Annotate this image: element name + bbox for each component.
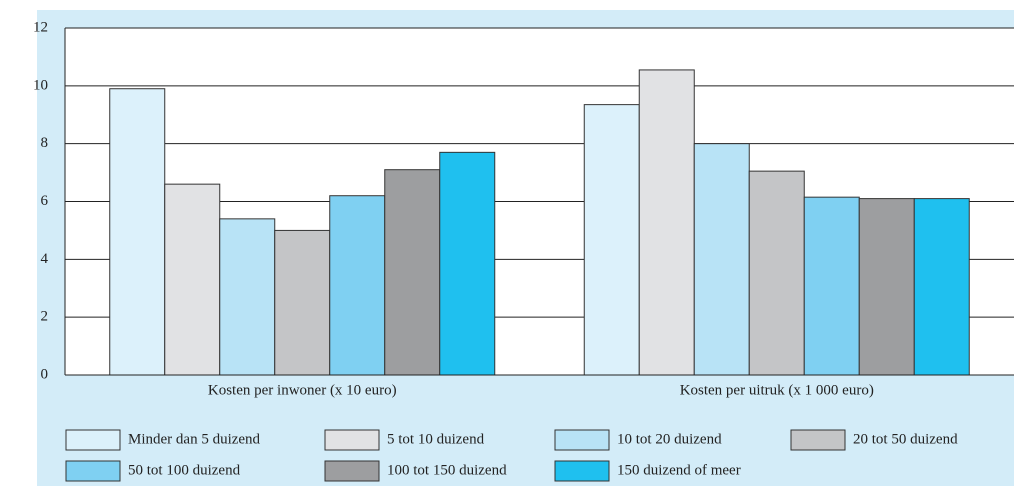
bar xyxy=(693,143,750,376)
x-tick-label: Kosten per uitruk (x 1 000 euro) xyxy=(680,382,874,398)
bar xyxy=(858,198,915,376)
x-tick-label: Kosten per inwoner (x 10 euro) xyxy=(208,382,397,398)
bar xyxy=(913,198,970,376)
legend-swatch xyxy=(324,460,380,482)
y-tick-label: 0 xyxy=(41,366,49,382)
bar xyxy=(439,151,496,376)
y-tick-label: 12 xyxy=(33,19,48,35)
y-tick-label: 4 xyxy=(41,251,49,267)
bar xyxy=(109,88,166,376)
legend-swatch xyxy=(554,429,610,451)
bar xyxy=(803,196,860,376)
bar xyxy=(329,195,386,376)
legend-swatch xyxy=(324,429,380,451)
legend-swatch xyxy=(554,460,610,482)
bar xyxy=(384,169,441,376)
bar xyxy=(638,69,695,376)
y-tick-label: 6 xyxy=(41,193,49,209)
legend-label: 5 tot 10 duizend xyxy=(387,431,485,447)
legend-label: 20 tot 50 duizend xyxy=(853,431,958,447)
legend-swatch xyxy=(65,460,121,482)
bar xyxy=(748,170,805,376)
bar xyxy=(274,229,331,376)
bar xyxy=(219,218,276,376)
legend-label: 150 duizend of meer xyxy=(617,462,741,478)
bar xyxy=(583,104,640,376)
legend-swatch xyxy=(65,429,121,451)
legend-label: 100 tot 150 duizend xyxy=(387,462,507,478)
legend-label: 50 tot 100 duizend xyxy=(128,462,241,478)
legend-swatch xyxy=(790,429,846,451)
bar xyxy=(164,183,221,376)
y-tick-label: 8 xyxy=(41,135,49,151)
legend-label: Minder dan 5 duizend xyxy=(128,431,261,447)
y-tick-label: 2 xyxy=(41,309,49,325)
y-tick-label: 10 xyxy=(33,77,48,93)
legend-label: 10 tot 20 duizend xyxy=(617,431,722,447)
